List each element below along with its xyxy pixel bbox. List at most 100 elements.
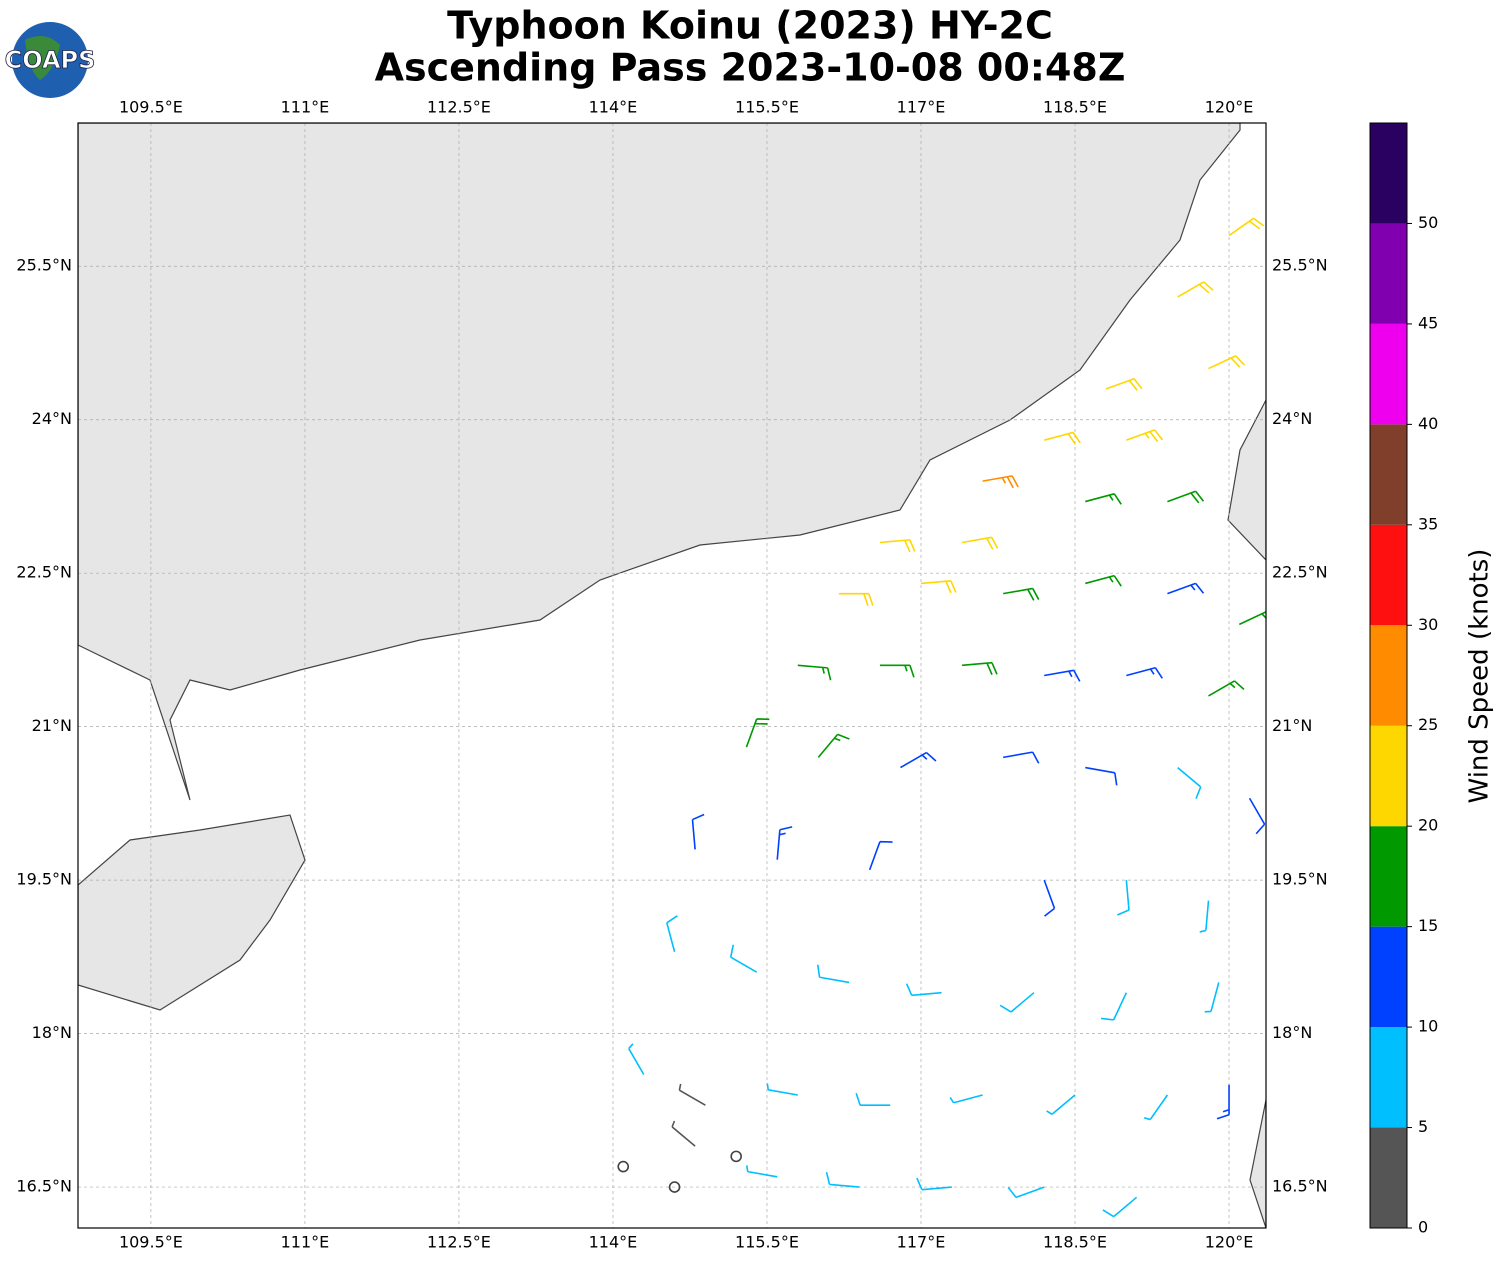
colorbar-tick-label: 5 [1418,1117,1428,1136]
lon-label-bottom: 118.5°E [1043,1233,1107,1252]
colorbar-segment [1370,926,1407,1028]
wind-barb [666,915,678,952]
wind-barb [868,840,893,871]
logo-text: COAPS [5,46,96,74]
colorbar-tick-label: 35 [1418,514,1438,533]
map-frame [77,122,1267,1229]
lat-label-right: 22.5°N [1272,563,1328,582]
lon-label-top: 120°E [1205,98,1254,117]
colorbar-segment [1370,424,1407,525]
lon-label-top: 115.5°E [735,98,799,117]
wind-barb [879,664,915,678]
colorbar-tick-label: 30 [1418,615,1438,634]
mainland [78,123,1241,801]
wind-barb [1126,429,1164,443]
wind-barb [920,580,957,594]
colorbar-tick-label: 0 [1418,1218,1428,1237]
wind-barb [1177,281,1214,298]
colorbar-segment [1370,725,1407,827]
wind-barb [825,1171,860,1188]
wind-barb [745,1165,778,1178]
wind-barb [982,475,1019,489]
map-area [78,123,1266,1228]
wind-barb [1199,900,1210,933]
wind-barb [1085,574,1122,587]
lon-label-top: 117°E [897,98,946,117]
wind-barb [1126,666,1163,679]
colorbar-segment [1370,524,1407,626]
colorbar-segment [1370,223,1407,324]
colorbar-segment [1370,323,1407,425]
lon-label-top: 111°E [281,98,330,117]
colorbar-segment [1370,826,1407,927]
wind-barb [1117,880,1130,916]
lat-label-right: 19.5°N [1272,870,1328,889]
wind-barb [797,664,832,681]
title: Typhoon Koinu (2023) HY-2C [447,4,1053,48]
lat-label-left: 25.5°N [16,256,72,275]
wind-barbs [617,217,1266,1218]
calm-marker [668,1181,681,1193]
lat-label-right: 24°N [1272,409,1312,428]
wind-barb [817,733,850,758]
colorbar-segment [1370,1027,1407,1128]
wind-barb [691,813,705,850]
wind-barb [855,1092,891,1107]
colorbar-segment [1370,123,1407,224]
wind-barb [1143,1094,1169,1121]
lat-label-left: 24°N [32,409,72,428]
wind-barb [1167,582,1205,595]
wind-barb [1085,493,1122,505]
lat-label-left: 19.5°N [16,870,72,889]
colorbar-tick-label: 20 [1418,816,1438,835]
lon-label-bottom: 111°E [281,1233,330,1252]
lat-label-right: 21°N [1272,716,1312,735]
wind-barb [1043,879,1056,917]
colorbar-frame [1369,122,1408,1229]
lat-label-right: 18°N [1272,1023,1312,1042]
logo-land [25,36,60,80]
colorbar-tick-label: 15 [1418,916,1438,935]
colorbar: 0 5 10 15 20 25 30 35 40 45 50 [1370,123,1438,1237]
wind-barb [1044,669,1081,682]
subtitle: Ascending Pass 2023-10-08 00:48Z [375,46,1126,90]
wind-barb [678,1083,706,1106]
wind-barb [949,1094,983,1104]
wind-barb [961,661,998,676]
calm-marker [730,1150,742,1163]
wind-barb [961,536,999,550]
lat-label-left: 22.5°N [16,563,72,582]
wind-barb [905,983,942,997]
lon-label-top: 112.5°E [427,98,491,117]
wind-barb [1003,751,1040,764]
wind-barb [671,1120,696,1147]
wind-barb [1208,680,1245,697]
wind-barb [1204,982,1220,1013]
hainan [78,814,306,1011]
colorbar-label: Wind Speed (knots) [1465,549,1495,804]
wind-barb [1177,766,1202,799]
lon-label-bottom: 114°E [589,1233,638,1252]
wind-barb [1105,378,1143,391]
colorbar-tick-label: 10 [1418,1017,1438,1036]
colorbar-tick-label: 45 [1418,313,1438,332]
lon-label-bottom: 112.5°E [427,1233,491,1252]
wind-barb [776,826,793,860]
wind-barb [1216,1084,1230,1120]
lon-label-top: 109.5°E [119,98,183,117]
lon-label-top: 114°E [589,98,638,117]
wind-barb [816,964,850,984]
wind-barb [1044,431,1081,445]
lon-label-bottom: 115.5°E [735,1233,799,1252]
wind-barb [999,992,1035,1013]
wind-barb [1046,1094,1076,1115]
lat-label-left: 18°N [32,1023,72,1042]
wind-barb [1003,587,1040,601]
colorbar-segment [1370,625,1407,726]
calm-marker [617,1160,630,1173]
grid [78,123,1266,1228]
wind-barb [916,1177,952,1191]
wind-barb [1248,797,1266,835]
